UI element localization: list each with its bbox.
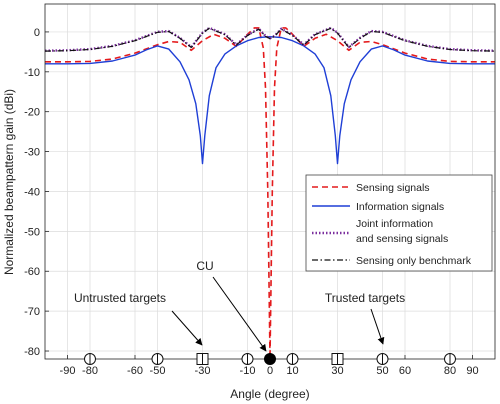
x-tick-label: 80 [444, 365, 456, 377]
legend: Sensing signals Information signals Joint … [305, 174, 493, 272]
x-tick-label: -90 [60, 365, 76, 377]
legend-box [305, 174, 493, 272]
x-tick-label: 0 [267, 365, 273, 377]
x-tick-label: -10 [240, 365, 256, 377]
x-tick-label: 60 [399, 365, 411, 377]
y-tick-label: -20 [24, 107, 40, 119]
annotation-arrow [171, 310, 203, 346]
trusted-target-marker [331, 353, 344, 365]
annotation-arrow [212, 276, 267, 352]
annotation-label: Untrusted targets [74, 291, 166, 305]
annotation-arrow [370, 308, 385, 345]
cu-marker [264, 353, 276, 365]
y-axis-label: Normalized beampattern gain (dBi) [2, 89, 16, 275]
legend-label: Sensing only benchmark [356, 255, 472, 267]
x-tick-label: -60 [127, 365, 143, 377]
y-tick-label: -70 [24, 306, 40, 318]
x-tick-label: -50 [150, 365, 166, 377]
y-tick-label: -30 [24, 147, 40, 159]
untrusted-target-marker [444, 353, 456, 365]
target-markers [84, 353, 456, 365]
legend-label: Sensing signals [356, 182, 430, 194]
x-tick-label: 30 [331, 365, 343, 377]
series-line-dashdot [45, 27, 495, 52]
axis-ticks: -90 -80 -60 -50 -30 -10 0 10 30 50 60 80 90 0 -10 -20 -3… [24, 27, 479, 377]
x-axis-label: Angle (degree) [230, 387, 309, 401]
y-tick-label: -80 [24, 346, 40, 358]
legend-label: Joint information [356, 218, 433, 230]
trusted-target-marker [196, 353, 209, 365]
x-tick-label: -80 [82, 365, 98, 377]
series-group [45, 26, 495, 359]
y-tick-label: -60 [24, 266, 40, 278]
target-circle-marker [376, 353, 389, 365]
series-line-solid [45, 36, 495, 165]
legend-label: Information signals [356, 201, 444, 213]
untrusted-target-marker [241, 353, 254, 365]
untrusted-target-marker [151, 353, 164, 365]
untrusted-target-marker [286, 353, 299, 365]
annotations: Untrusted targets CU Trusted targets [74, 259, 405, 352]
annotation-label: CU [196, 259, 213, 273]
x-tick-label: 10 [286, 365, 298, 377]
annotation-label: Trusted targets [325, 291, 405, 305]
y-tick-label: -10 [24, 67, 40, 79]
legend-label: and sensing signals [356, 233, 448, 245]
x-tick-label: 50 [376, 365, 388, 377]
x-tick-label: -30 [195, 365, 211, 377]
y-tick-label: -40 [24, 186, 40, 198]
series-line-dashed [45, 27, 495, 359]
x-tick-label: 90 [466, 365, 478, 377]
y-tick-label: -50 [24, 226, 40, 238]
y-tick-label: 0 [34, 27, 40, 39]
untrusted-target-marker [84, 353, 96, 365]
